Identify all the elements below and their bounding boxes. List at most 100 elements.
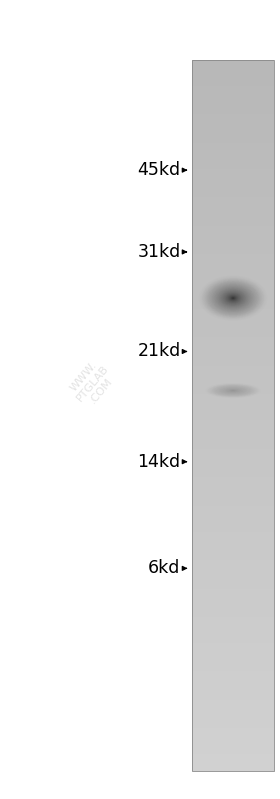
Bar	[192, 157, 274, 160]
Bar	[192, 268, 274, 271]
Bar	[192, 726, 274, 729]
Bar	[192, 641, 274, 643]
Bar	[192, 313, 274, 316]
Bar	[192, 382, 274, 384]
Ellipse shape	[202, 278, 264, 319]
Bar	[192, 311, 274, 313]
Bar	[192, 531, 274, 534]
Bar	[192, 586, 274, 589]
Bar	[192, 361, 274, 364]
Ellipse shape	[209, 282, 258, 314]
Bar	[192, 602, 274, 605]
Bar	[192, 707, 274, 710]
Bar	[192, 650, 274, 653]
Ellipse shape	[232, 297, 235, 299]
Bar	[192, 612, 274, 614]
Ellipse shape	[218, 288, 248, 308]
Bar	[192, 735, 274, 737]
Bar	[192, 747, 274, 749]
Bar	[192, 470, 274, 472]
Bar	[192, 420, 274, 423]
Bar	[192, 399, 274, 401]
Bar	[192, 574, 274, 577]
Text: 21kd: 21kd	[137, 343, 181, 360]
Bar	[192, 714, 274, 717]
Bar	[192, 769, 274, 771]
Bar	[192, 328, 274, 330]
Ellipse shape	[213, 284, 253, 312]
Bar	[192, 185, 274, 188]
Ellipse shape	[210, 384, 256, 397]
Bar	[192, 347, 274, 349]
Bar	[192, 463, 274, 465]
Bar	[192, 342, 274, 344]
Bar	[192, 702, 274, 705]
Bar	[192, 217, 274, 219]
Bar	[192, 674, 274, 676]
Bar	[192, 614, 274, 617]
Bar	[192, 81, 274, 84]
Bar	[192, 244, 274, 247]
Ellipse shape	[227, 294, 239, 302]
Bar	[192, 129, 274, 131]
Bar	[192, 458, 274, 460]
Bar	[192, 548, 274, 551]
Bar	[192, 427, 274, 430]
Ellipse shape	[213, 285, 253, 311]
Bar	[192, 518, 274, 520]
Bar	[192, 729, 274, 731]
Bar	[192, 555, 274, 558]
Ellipse shape	[210, 283, 256, 313]
Bar	[192, 437, 274, 439]
Bar	[192, 719, 274, 721]
Bar	[192, 283, 274, 285]
Bar	[192, 224, 274, 226]
Bar	[192, 352, 274, 354]
Bar	[192, 121, 274, 124]
Ellipse shape	[209, 282, 257, 314]
Bar	[192, 165, 274, 166]
Bar	[192, 653, 274, 655]
Bar	[192, 589, 274, 591]
Bar	[192, 300, 274, 302]
Bar	[192, 643, 274, 646]
Bar	[192, 536, 274, 539]
Bar	[192, 376, 274, 378]
Bar	[192, 79, 274, 81]
Bar	[192, 335, 274, 337]
Ellipse shape	[214, 286, 252, 311]
Bar	[192, 764, 274, 766]
Bar	[192, 513, 274, 515]
Bar	[192, 332, 274, 335]
Ellipse shape	[211, 284, 255, 312]
Bar	[192, 131, 274, 133]
Bar	[192, 619, 274, 622]
Bar	[192, 681, 274, 683]
Bar	[192, 413, 274, 415]
Bar	[192, 745, 274, 747]
Bar	[192, 169, 274, 171]
Bar	[192, 160, 274, 162]
Bar	[192, 197, 274, 200]
Bar	[192, 389, 274, 392]
Bar	[192, 617, 274, 619]
Bar	[192, 705, 274, 707]
Bar	[192, 757, 274, 759]
Bar	[192, 759, 274, 761]
Bar	[192, 665, 274, 666]
Bar	[192, 527, 274, 529]
Ellipse shape	[225, 292, 242, 304]
Ellipse shape	[216, 287, 251, 310]
Bar	[192, 543, 274, 546]
Bar	[192, 112, 274, 114]
Ellipse shape	[219, 289, 247, 308]
Text: 31kd: 31kd	[137, 243, 181, 261]
Bar	[192, 308, 274, 311]
Bar	[192, 74, 274, 77]
Bar	[192, 591, 274, 593]
Bar	[192, 236, 274, 238]
Bar	[192, 467, 274, 470]
Bar	[192, 539, 274, 541]
Bar	[192, 511, 274, 513]
Ellipse shape	[204, 279, 262, 317]
